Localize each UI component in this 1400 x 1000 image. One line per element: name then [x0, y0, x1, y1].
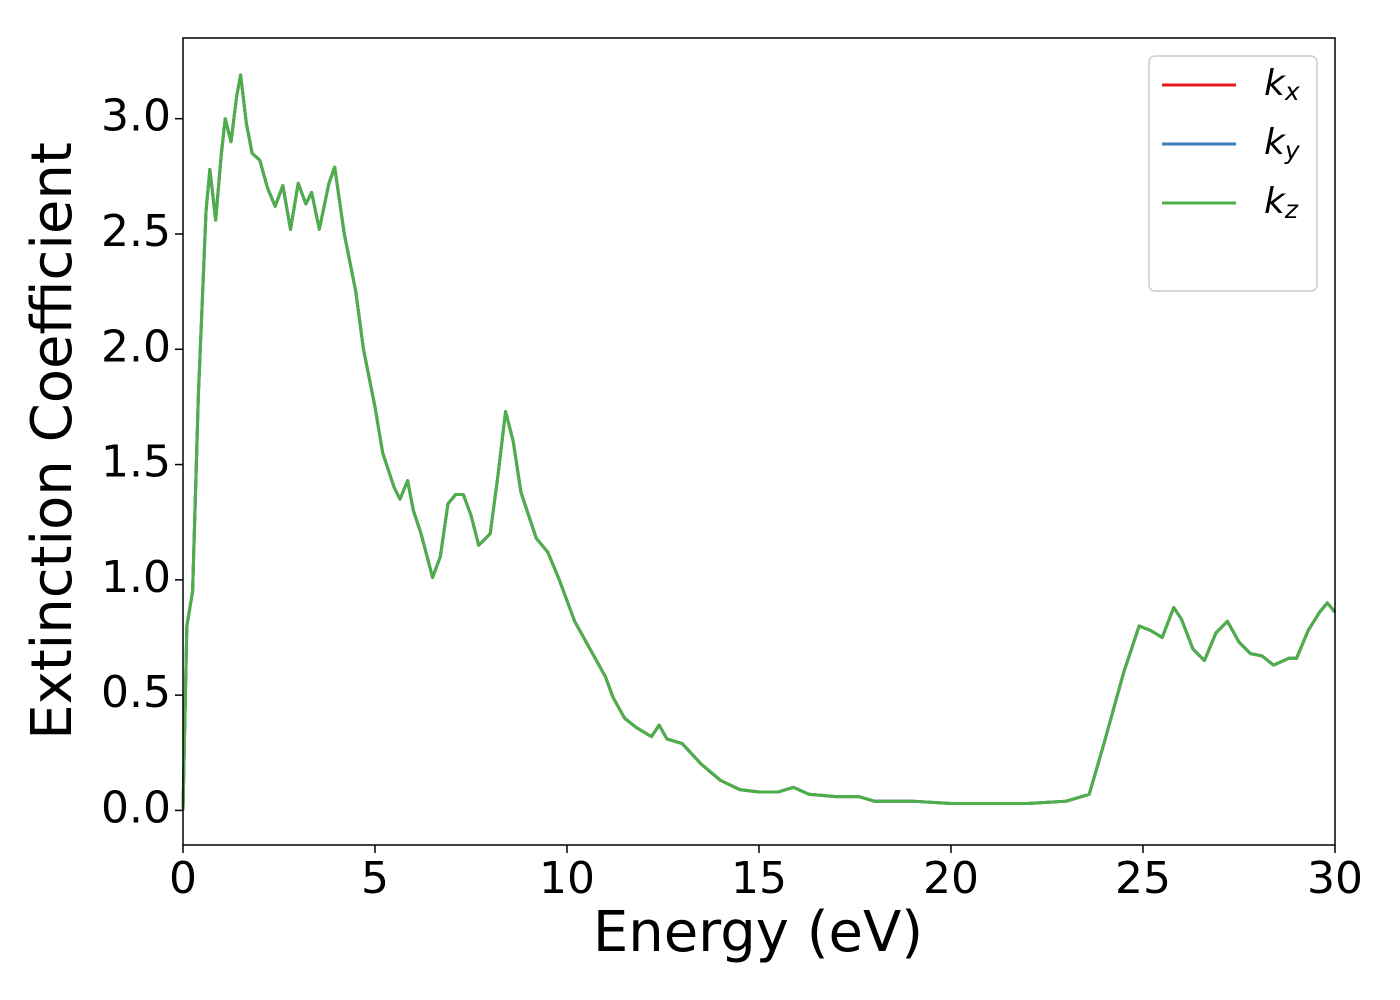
x-tick-label: 15: [731, 853, 787, 904]
y-tick-label: 1.0: [101, 552, 171, 603]
y-tick-label: 0.5: [101, 667, 171, 718]
x-tick-label: 5: [361, 853, 389, 904]
x-axis-label: Energy (eV): [593, 900, 923, 965]
legend-label: kz: [1264, 181, 1299, 224]
legend-box: [1148, 55, 1318, 292]
y-tick-label: 1.5: [101, 437, 171, 488]
y-tick-label: 2.5: [101, 206, 171, 257]
y-tick-label: 2.0: [101, 321, 171, 372]
series-line: [181, 73, 1337, 811]
legend-label: kx: [1264, 63, 1300, 106]
x-tick-label: 10: [539, 853, 595, 904]
x-tick-label: 25: [1115, 853, 1171, 904]
legend-label: ky: [1264, 122, 1301, 165]
x-tick-label: 0: [169, 853, 197, 904]
legend: kx ky kz: [1148, 55, 1318, 292]
y-tick-label: 0.0: [101, 782, 171, 833]
y-tick-label: 3.0: [101, 91, 171, 142]
plot-frame: [182, 37, 1336, 846]
x-tick-label: 30: [1307, 853, 1363, 904]
y-axis-label: Extinction Coefficient: [20, 142, 85, 740]
x-tick-label: 20: [923, 853, 979, 904]
